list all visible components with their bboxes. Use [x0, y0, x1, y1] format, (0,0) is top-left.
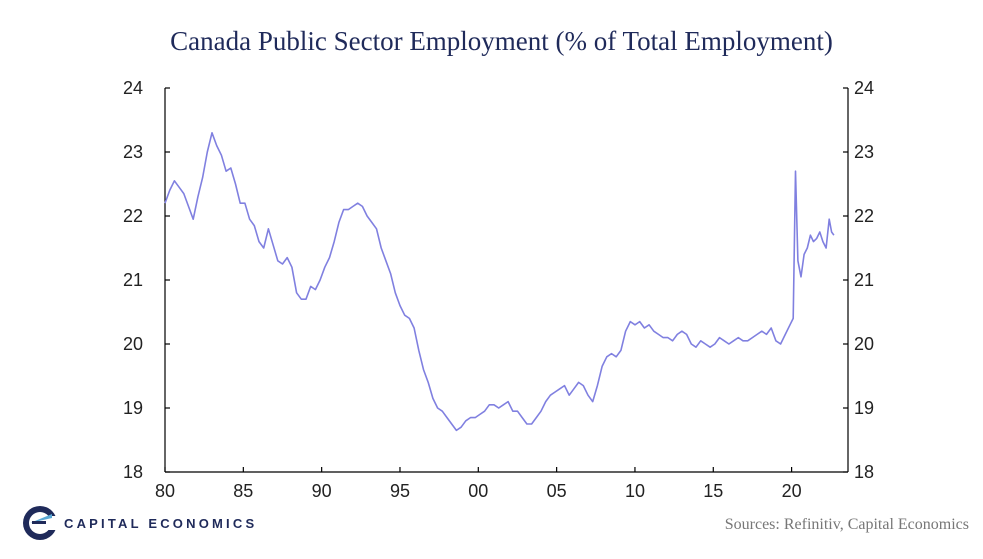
y-tick-label-left: 20 — [123, 334, 143, 354]
logo-mark-icon — [23, 506, 58, 540]
x-tick-label: 90 — [312, 481, 332, 501]
series-layer — [164, 132, 835, 432]
capital-economics-logo: CAPITAL ECONOMICS — [22, 502, 257, 544]
chart-title: Canada Public Sector Employment (% of To… — [170, 26, 833, 56]
y-tick-label-left: 24 — [123, 78, 143, 98]
x-tick-label: 80 — [155, 481, 175, 501]
y-tick-label-left: 23 — [123, 142, 143, 162]
x-tick-label: 85 — [233, 481, 253, 501]
x-tick-label: 15 — [703, 481, 723, 501]
sources-note: Sources: Refinitiv, Capital Economics — [724, 516, 969, 533]
x-tick-label: 95 — [390, 481, 410, 501]
tick-labels: 18 18 19 19 20 20 21 21 22 22 23 23 24 24 80 85 90 95 00 05… — [123, 78, 874, 501]
y-tick-label-left: 22 — [123, 206, 143, 226]
y-tick-label-right: 21 — [854, 270, 874, 290]
y-tick-label-left: 18 — [123, 462, 143, 482]
y-tick-label-right: 24 — [854, 78, 874, 98]
x-tick-label: 20 — [782, 481, 802, 501]
chart-axes — [164, 87, 849, 473]
x-tick-label: 05 — [547, 481, 567, 501]
y-tick-label-left: 19 — [123, 398, 143, 418]
y-tick-label-right: 22 — [854, 206, 874, 226]
series-line — [164, 132, 835, 432]
logo-text: CAPITAL ECONOMICS — [64, 515, 258, 531]
y-tick-label-left: 21 — [123, 270, 143, 290]
y-tick-label-right: 23 — [854, 142, 874, 162]
y-tick-label-right: 19 — [854, 398, 874, 418]
y-tick-label-right: 20 — [854, 334, 874, 354]
x-tick-label: 00 — [468, 481, 488, 501]
y-tick-label-right: 18 — [854, 462, 874, 482]
x-tick-label: 10 — [625, 481, 645, 501]
